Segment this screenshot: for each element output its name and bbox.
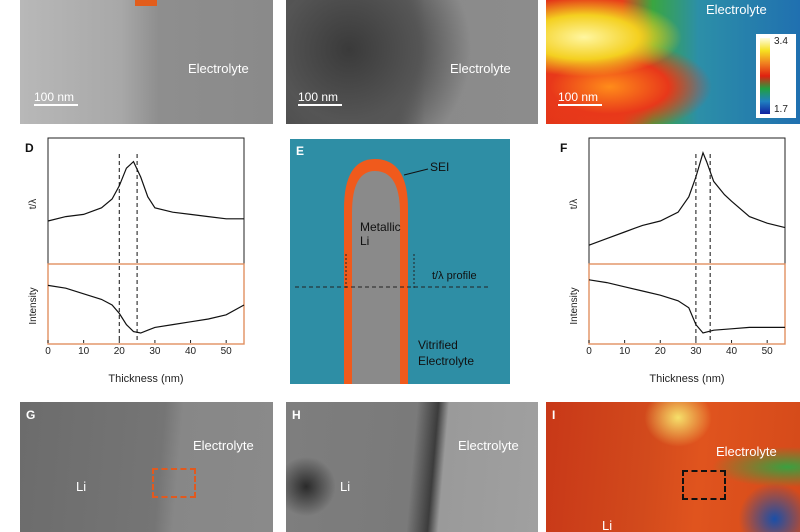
x-tick-label: 10: [78, 346, 90, 357]
metal-label-1: Metallic: [360, 220, 401, 234]
scale-bar: [34, 104, 78, 106]
panel-f: F t/λ Intensity 0 10 20 30 40 50 Thickness (n…: [555, 130, 800, 390]
panel-d: D t/λ Intensity 0 10 20 30 40 50 Thickness (n…: [20, 130, 250, 390]
micrograph-h: [286, 402, 538, 532]
metallic-li-core: [352, 171, 400, 384]
region-label: Electrolyte: [188, 61, 249, 76]
x-tick-label: 10: [619, 346, 631, 357]
micrograph-g: [20, 402, 273, 532]
micrograph-a: [20, 0, 273, 124]
colorbar-gradient: [760, 38, 770, 114]
panel-b-image: Electrolyte 100 nm: [286, 0, 538, 124]
panel-g-image: G Electrolyte Li: [20, 402, 273, 532]
region-label: Electrolyte: [458, 438, 519, 453]
x-tick-label: 50: [762, 346, 774, 357]
ylabel-top: t/λ: [28, 199, 39, 210]
panel-i-image: I Electrolyte Li: [546, 402, 800, 532]
x-tick-label: 30: [149, 346, 161, 357]
roi-box: [682, 470, 726, 500]
x-tick-label: 50: [221, 346, 233, 357]
series-line-bottom: [588, 279, 785, 334]
scale-bar-label: 100 nm: [34, 90, 75, 104]
scale-bar: [298, 104, 342, 106]
roi-box: [152, 468, 196, 498]
ylabel-bottom: Intensity: [28, 287, 39, 324]
x-tick-label: 40: [185, 346, 197, 357]
series-line-top: [47, 160, 244, 222]
thickness-map-i: [546, 402, 800, 532]
plot-frame-top: [588, 137, 786, 265]
xlabel: Thickness (nm): [108, 373, 183, 385]
li-label: Li: [602, 518, 613, 532]
electrolyte-label-2: Electrolyte: [418, 354, 474, 368]
region-label: Electrolyte: [706, 2, 767, 17]
series-line-bottom: [47, 284, 245, 334]
x-tick-label: 30: [690, 346, 702, 357]
panel-c-image: Electrolyte 3.4 1.7 100 nm: [546, 0, 800, 124]
panel-letter: F: [560, 141, 567, 155]
scale-bar: [558, 104, 602, 106]
x-tick-label: 0: [45, 346, 51, 357]
panel-h-image: H Electrolyte Li: [286, 402, 538, 532]
panel-letter: H: [292, 408, 301, 422]
metal-label-2: Li: [360, 234, 369, 248]
colorbar-max: 3.4: [774, 36, 788, 47]
plot-frame-bottom: [588, 263, 786, 345]
chart-d: D t/λ Intensity 0 10 20 30 40 50 Thickness (n…: [25, 137, 245, 385]
ylabel-bottom: Intensity: [569, 287, 580, 324]
panel-letter: D: [25, 141, 34, 155]
micrograph-b: [286, 0, 538, 124]
region-label: Electrolyte: [716, 444, 777, 459]
panel-letter: I: [552, 408, 556, 422]
plot-frame-top: [47, 137, 245, 265]
x-tick-label: 0: [586, 346, 592, 357]
profile-label: t/λ profile: [432, 270, 477, 282]
electrolyte-label-1: Vitrified: [418, 338, 458, 352]
li-label: Li: [340, 479, 351, 494]
panel-a-image: Electrolyte 100 nm: [20, 0, 273, 124]
xlabel: Thickness (nm): [649, 373, 724, 385]
panel-letter: G: [26, 408, 36, 422]
sei-pointer: [403, 168, 429, 176]
li-label: Li: [76, 479, 87, 494]
x-tick-label: 20: [655, 346, 667, 357]
diagram-e: E SEI Metallic Li t/λ profile Vitrified …: [290, 139, 510, 384]
ylabel-top: t/λ: [569, 199, 580, 210]
chart-f: F t/λ Intensity 0 10 20 30 40 50 Thickness (n…: [560, 137, 786, 385]
panel-letter: E: [296, 144, 304, 158]
x-tick-label: 20: [114, 346, 126, 357]
region-label: Electrolyte: [450, 61, 511, 76]
sei-label: SEI: [430, 160, 449, 174]
series-line-top: [588, 150, 786, 246]
plot-frame-bottom: [47, 263, 245, 345]
panel-e: E SEI Metallic Li t/λ profile Vitrified …: [290, 139, 510, 384]
scale-bar-label: 100 nm: [558, 90, 599, 104]
colorbar: 3.4 1.7: [756, 34, 796, 118]
x-tick-label: 40: [726, 346, 738, 357]
colorbar-min: 1.7: [774, 104, 788, 115]
region-label: Electrolyte: [193, 438, 254, 453]
scale-bar-label: 100 nm: [298, 90, 339, 104]
